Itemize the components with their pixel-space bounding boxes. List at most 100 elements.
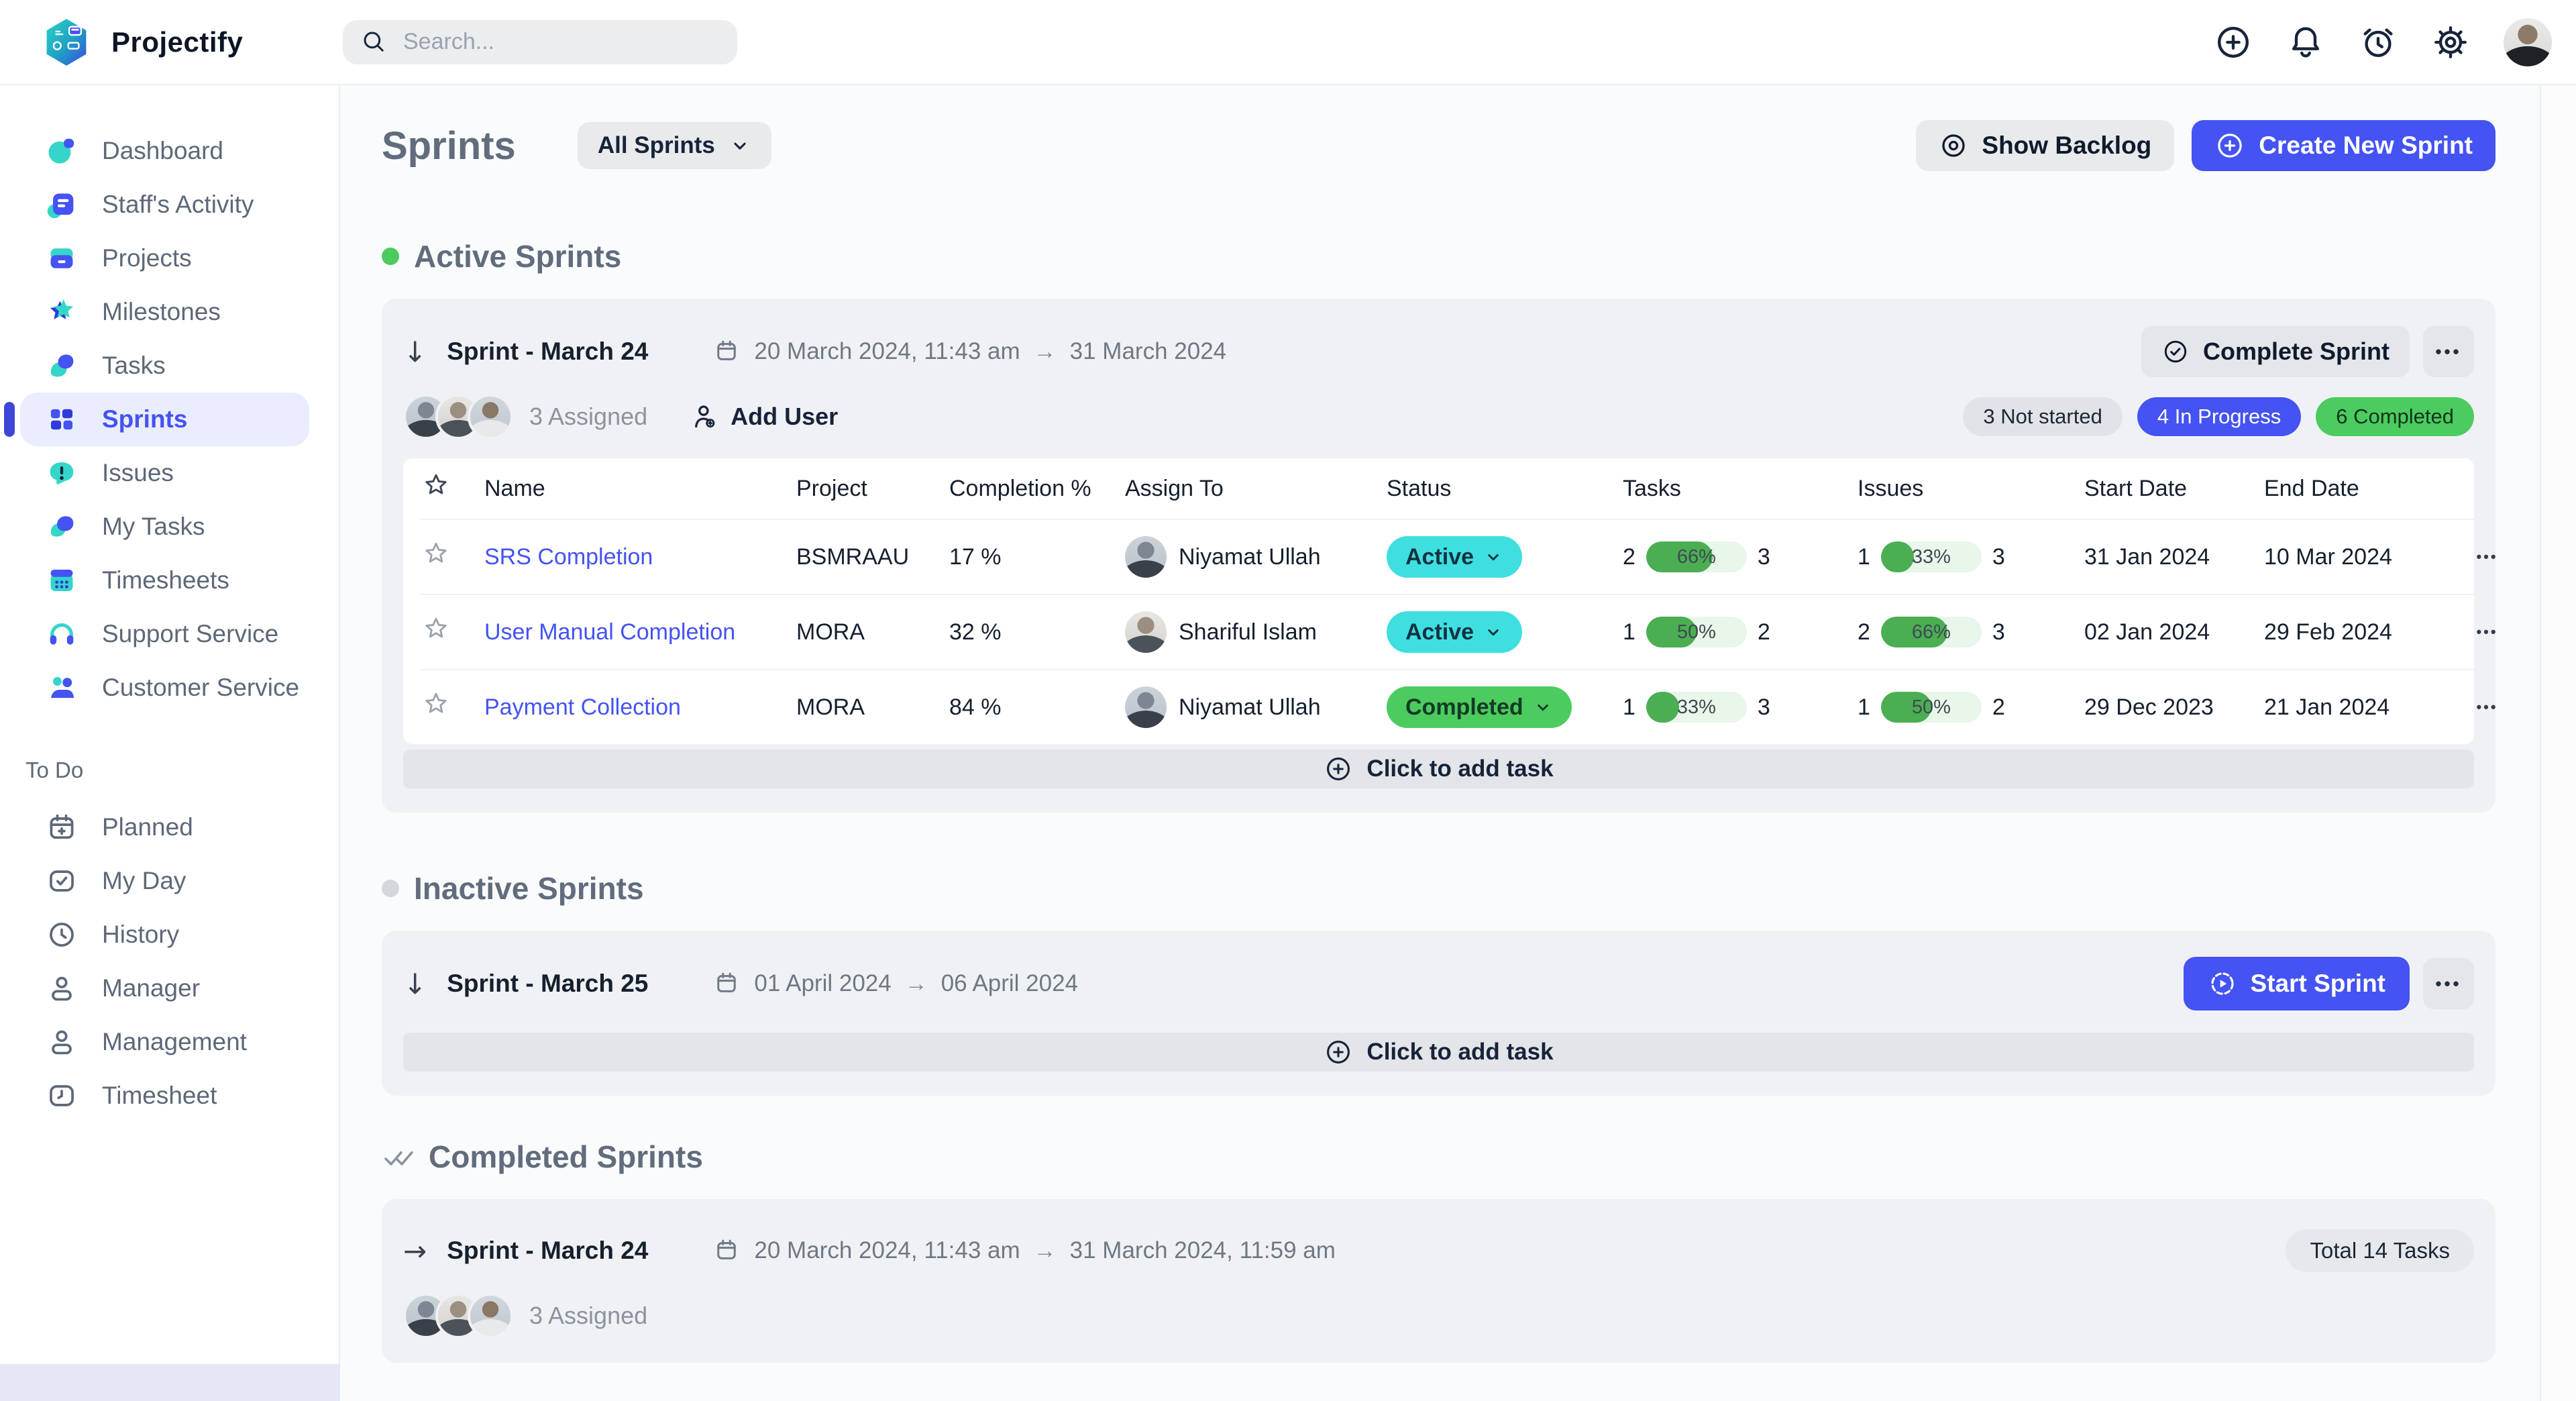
col-end-date: End Date (2264, 475, 2359, 501)
assignee-avatar (1125, 686, 1167, 728)
col-assign-to: Assign To (1125, 475, 1224, 501)
sprint-dates: 20 March 2024, 11:43 am 31 March 2024 (712, 338, 1226, 366)
issues-icon (44, 456, 79, 490)
search-input[interactable] (402, 28, 720, 56)
reminders-button[interactable] (2359, 23, 2398, 62)
backlog-target-icon (1942, 134, 1966, 157)
search-bar (343, 19, 737, 64)
todo-section-heading: To Do (25, 758, 84, 782)
task-completion: 17 % (949, 543, 1002, 570)
calendar-icon (717, 340, 737, 360)
plus-circle-icon (1327, 1041, 1350, 1063)
sidebar-item-support-service[interactable]: Support Service (20, 607, 309, 661)
task-completion: 84 % (949, 694, 1002, 720)
search-icon (364, 32, 384, 52)
calendar-icon (717, 972, 737, 992)
expand-arrow-icon[interactable] (403, 1235, 427, 1267)
sidebar-item-timesheets[interactable]: Timesheets (20, 554, 309, 607)
complete-sprint-button[interactable]: Complete Sprint (2141, 326, 2410, 377)
sprint-name: Sprint - March 25 (447, 970, 649, 997)
row-menu-button[interactable] (2465, 623, 2509, 641)
add-task-button[interactable]: Click to add task (403, 1033, 2474, 1072)
calendar-icon (717, 1239, 737, 1259)
sidebar-item-customer-service[interactable]: Customer Service (20, 661, 309, 715)
tasks-progress: 1 50% 2 (1623, 617, 1858, 647)
row-menu-button[interactable] (2465, 698, 2509, 717)
app-logo-icon (46, 18, 87, 66)
status-dropdown[interactable]: Completed (1387, 686, 1572, 728)
notifications-button[interactable] (2286, 23, 2325, 62)
task-name-link[interactable]: User Manual Completion (484, 619, 736, 645)
status-dropdown[interactable]: Active (1387, 536, 1523, 578)
tasks-icon (44, 348, 79, 383)
sidebar-item-timesheet[interactable]: Timesheet (20, 1069, 309, 1123)
col-completion: Completion % (949, 475, 1091, 501)
add-new-button[interactable] (2214, 23, 2253, 62)
settings-button[interactable] (2431, 23, 2470, 62)
check-circle-icon (2164, 340, 2187, 363)
sidebar-item-my-tasks[interactable]: My Tasks (20, 500, 309, 554)
col-name: Name (484, 475, 545, 501)
customer-service-icon (44, 670, 79, 705)
sidebar-item-staffs-activity[interactable]: Staff's Activity (20, 178, 309, 231)
favorite-star-icon[interactable] (421, 689, 451, 720)
add-user-icon (695, 405, 715, 428)
sidebar-item-tasks[interactable]: Tasks (20, 339, 309, 393)
col-start-date: Start Date (2084, 475, 2188, 501)
sidebar-item-dashboard[interactable]: Dashboard (20, 124, 309, 178)
sidebar-item-planned[interactable]: Planned (20, 800, 309, 854)
sidebar-item-manager[interactable]: Manager (20, 962, 309, 1015)
task-row: User Manual Completion MORA 32 % Sharifu… (421, 594, 2474, 669)
chevron-down-icon (734, 142, 746, 150)
collapse-arrow-icon[interactable] (403, 335, 427, 368)
main-content: Sprints All Sprints Show Backlog Create … (340, 85, 2576, 1401)
task-start-date: 29 Dec 2023 (2084, 694, 2214, 720)
show-backlog-button[interactable]: Show Backlog (1916, 120, 2175, 171)
task-name-link[interactable]: SRS Completion (484, 543, 653, 570)
total-tasks-badge: Total 14 Tasks (2286, 1229, 2474, 1272)
sprint-menu-button[interactable] (2423, 326, 2474, 377)
sprint-dates: 01 April 2024 06 April 2024 (712, 970, 1078, 998)
task-end-date: 21 Jan 2024 (2264, 694, 2390, 720)
favorite-star-icon[interactable] (421, 614, 451, 645)
in-progress-badge: 4 In Progress (2137, 397, 2302, 436)
manager-icon (44, 971, 79, 1006)
collapse-arrow-icon[interactable] (403, 968, 427, 1000)
assigned-count: 3 Assigned (529, 403, 648, 430)
sprint-filter-dropdown[interactable]: All Sprints (577, 122, 771, 169)
status-dropdown[interactable]: Active (1387, 611, 1523, 653)
alarm-clock-icon (2363, 28, 2393, 57)
staff-activity-icon (44, 187, 79, 222)
start-sprint-button[interactable]: Start Sprint (2183, 957, 2410, 1010)
sprint-menu-button[interactable] (2423, 958, 2474, 1009)
task-project: MORA (796, 619, 865, 645)
planned-icon (44, 810, 79, 845)
sidebar-item-issues[interactable]: Issues (20, 446, 309, 500)
date-range-arrow-icon (1034, 338, 1057, 365)
favorite-star-icon[interactable] (421, 539, 451, 570)
sidebar-item-sprints[interactable]: Sprints (4, 393, 309, 446)
plus-circle-icon (1327, 758, 1350, 780)
sidebar-item-my-day[interactable]: My Day (20, 854, 309, 908)
task-row: SRS Completion BSMRAAU 17 % Niyamat Ulla… (421, 519, 2474, 594)
create-new-sprint-button[interactable]: Create New Sprint (2192, 120, 2496, 171)
task-name-link[interactable]: Payment Collection (484, 694, 681, 720)
play-circle-icon (2210, 972, 2234, 995)
sidebar-item-milestones[interactable]: Milestones (20, 285, 309, 339)
status-count-badges: 3 Not started 4 In Progress 6 Completed (1963, 397, 2474, 436)
plus-circle-icon (2218, 134, 2243, 158)
profile-avatar[interactable] (2504, 18, 2552, 66)
timesheet-icon (44, 1078, 79, 1113)
support-service-icon (44, 617, 79, 652)
tasks-progress: 2 66% 3 (1623, 541, 1858, 572)
sidebar-item-projects[interactable]: Projects (20, 231, 309, 285)
task-assignee: Shariful Islam (1125, 611, 1387, 653)
sidebar-item-history[interactable]: History (20, 908, 309, 962)
col-tasks: Tasks (1623, 475, 1681, 501)
add-task-button[interactable]: Click to add task (403, 749, 2474, 788)
scrollbar-track[interactable] (2540, 85, 2576, 1401)
add-user-button[interactable]: Add User (685, 401, 842, 433)
row-menu-button[interactable] (2465, 548, 2509, 566)
assignee-avatars (403, 1293, 513, 1339)
sidebar-item-management[interactable]: Management (20, 1015, 309, 1069)
